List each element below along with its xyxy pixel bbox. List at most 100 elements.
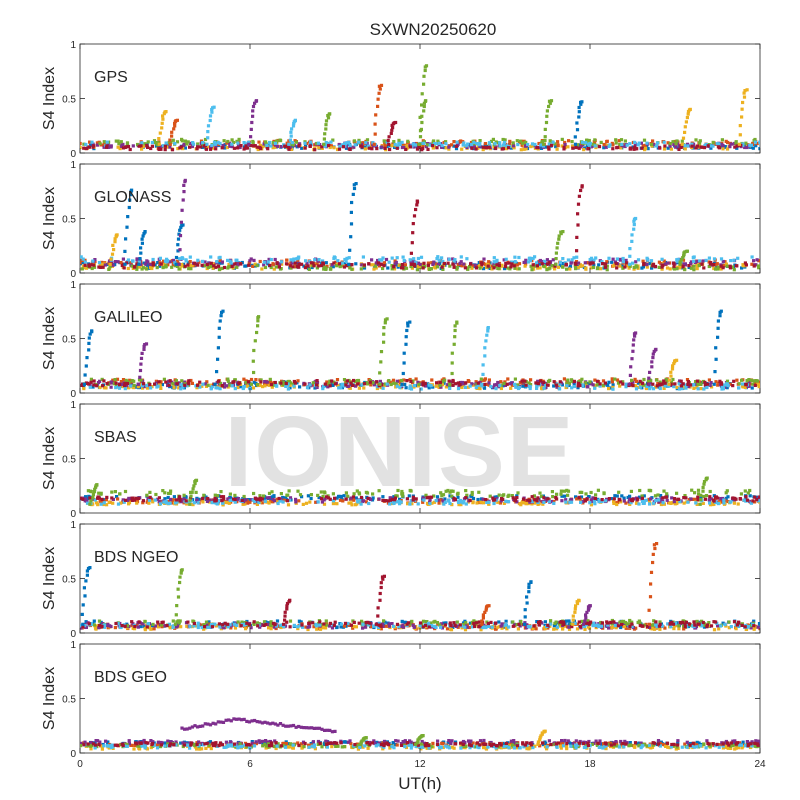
data-point (217, 268, 222, 272)
data-point (725, 147, 730, 151)
data-point (392, 501, 396, 505)
data-point (242, 385, 246, 389)
data-point (400, 492, 404, 496)
data-point (322, 267, 326, 271)
data-point (218, 261, 222, 265)
data-point (367, 262, 371, 266)
data-point (605, 268, 609, 272)
data-point (535, 384, 539, 389)
data-point (443, 497, 447, 501)
data-point (216, 140, 220, 144)
spike-point (178, 248, 182, 252)
spike-point (181, 198, 185, 202)
data-point (588, 144, 592, 148)
data-point (378, 258, 382, 262)
data-point (709, 261, 713, 265)
data-point (533, 264, 537, 268)
data-point (676, 497, 680, 501)
data-point (194, 490, 198, 494)
data-point (274, 143, 278, 147)
data-point (614, 262, 618, 266)
spike-point (93, 487, 97, 491)
data-point (395, 500, 399, 504)
data-point (637, 385, 641, 389)
data-point (588, 141, 592, 145)
data-point (680, 387, 684, 391)
data-point (306, 625, 310, 629)
data-point (577, 261, 581, 265)
data-point (200, 384, 204, 388)
data-point (500, 626, 504, 630)
data-point (535, 386, 539, 390)
data-point (622, 499, 626, 503)
data-point (493, 498, 497, 502)
data-point (614, 141, 618, 145)
spike-point (124, 237, 128, 241)
data-point (298, 385, 302, 389)
data-point (159, 147, 163, 151)
data-point (262, 494, 266, 498)
data-point (575, 143, 580, 147)
data-point (145, 383, 149, 388)
data-point (632, 147, 636, 151)
data-point (296, 256, 300, 260)
data-point (463, 385, 467, 389)
data-point (330, 626, 335, 630)
data-point (440, 256, 444, 260)
data-point (740, 266, 744, 270)
data-point (116, 139, 120, 143)
data-point (740, 384, 745, 388)
data-point (555, 627, 559, 631)
data-point (288, 145, 292, 149)
data-point (483, 498, 488, 502)
data-point (555, 147, 559, 151)
data-point (644, 622, 648, 626)
spike-point (140, 241, 144, 245)
data-point (435, 265, 439, 269)
data-point (253, 500, 257, 504)
data-point (114, 383, 118, 387)
data-point (624, 382, 628, 386)
data-point (258, 259, 262, 264)
data-point (317, 258, 321, 262)
data-point (730, 265, 735, 269)
data-point (325, 495, 329, 499)
data-point (615, 266, 619, 270)
data-point (607, 144, 611, 148)
data-point (244, 498, 248, 502)
data-point (692, 264, 696, 268)
data-point (601, 383, 606, 387)
spike-point (349, 222, 354, 226)
data-point (120, 263, 124, 267)
spike-point (741, 100, 745, 105)
data-point (464, 144, 468, 148)
data-point (610, 260, 614, 264)
data-point (579, 145, 583, 149)
data-point (459, 503, 463, 507)
data-point (540, 494, 544, 498)
data-point (615, 378, 620, 382)
data-point (443, 500, 447, 504)
data-point (272, 499, 277, 503)
data-point (679, 384, 683, 388)
data-point (624, 626, 628, 630)
data-point (758, 495, 760, 499)
data-point (258, 498, 262, 502)
data-point (702, 625, 707, 629)
data-point (494, 260, 498, 265)
spike-point (173, 124, 177, 128)
spike-point (84, 364, 88, 368)
data-point (446, 261, 450, 265)
spike-point (206, 136, 210, 140)
spike-point (575, 235, 579, 239)
data-point (435, 381, 439, 385)
data-point (367, 501, 371, 506)
spike-point (554, 262, 558, 266)
data-point (293, 265, 297, 269)
data-point (124, 382, 128, 386)
spike-point (160, 126, 164, 130)
data-point (209, 261, 213, 265)
data-point (628, 502, 632, 506)
data-point (751, 146, 755, 150)
data-point (303, 382, 307, 386)
